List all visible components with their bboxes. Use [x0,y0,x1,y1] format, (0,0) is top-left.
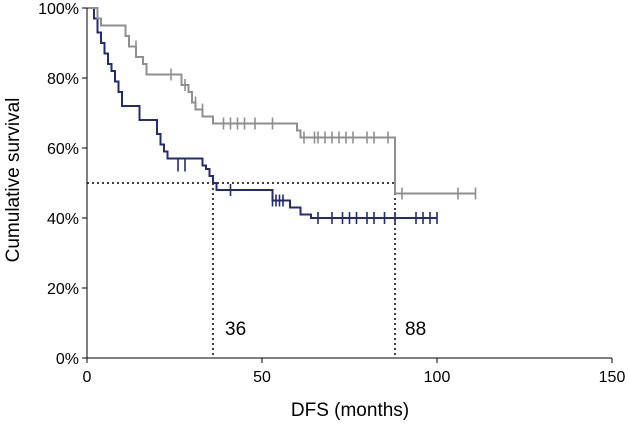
y-tick-label-60: 60% [47,141,79,158]
reference-label-88: 88 [405,319,426,340]
x-tick-label-50: 50 [253,369,271,386]
axes [82,7,613,363]
x-tick-label-100: 100 [424,369,451,386]
x-tick-label-0: 0 [83,369,92,386]
x-tick-label-150: 150 [599,369,626,386]
y-tick-label-40: 40% [47,211,79,228]
y-axis-title: Cumulative survival [3,98,24,263]
tick-labels: 0% 20% 40% 60% 80% 100% 0 50 100 150 [38,1,625,386]
series-group [87,7,477,224]
survival-curve-navy [87,7,437,219]
x-axis-title: DFS (months) [291,400,409,421]
survival-curve-gray [87,7,476,195]
reference-lines [87,182,396,358]
y-tick-label-0: 0% [56,351,79,368]
y-tick-label-100: 100% [38,1,79,18]
reference-label-36: 36 [225,319,246,340]
y-tick-label-80: 80% [47,71,79,88]
y-tick-label-20: 20% [47,281,79,298]
